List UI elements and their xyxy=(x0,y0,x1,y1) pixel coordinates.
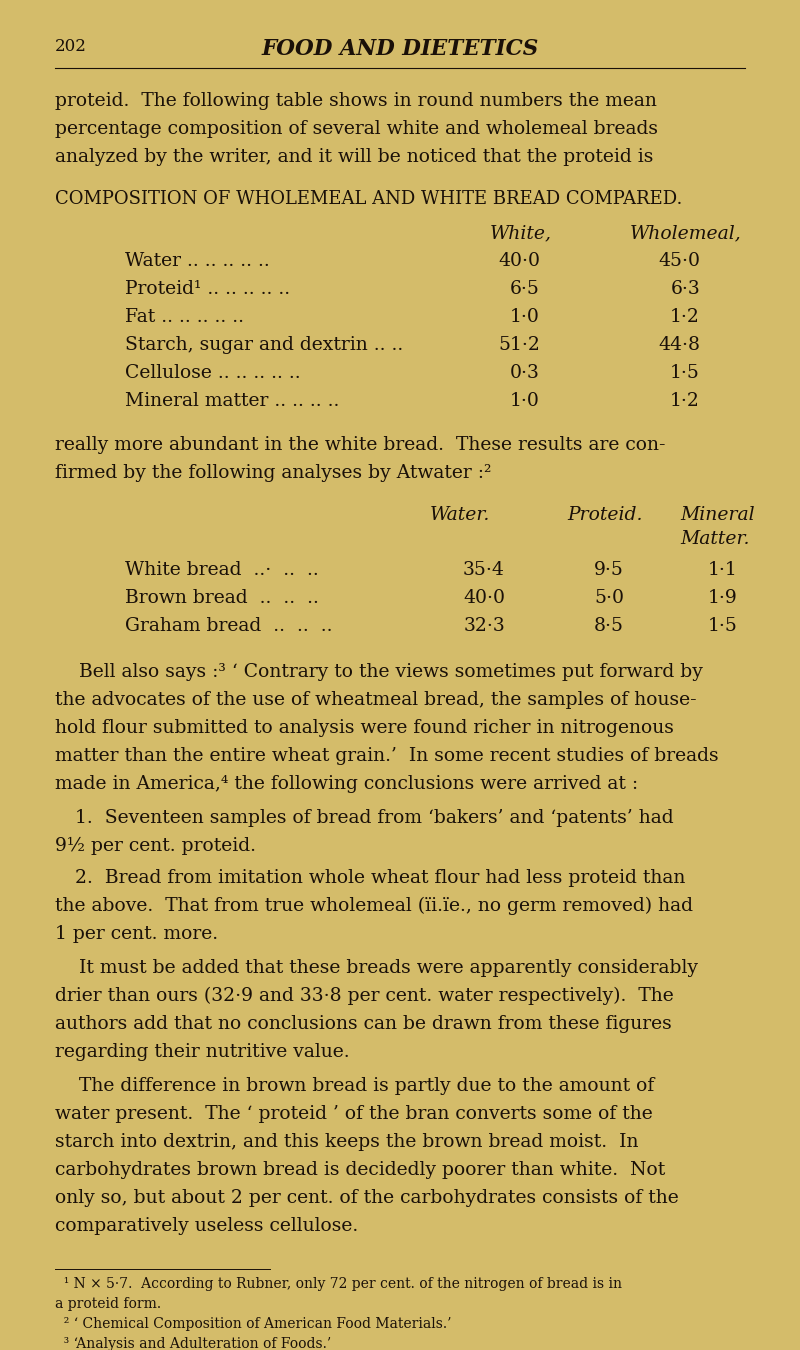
Text: 0·3: 0·3 xyxy=(510,364,540,382)
Text: the advocates of the use of wheatmeal bread, the samples of house-: the advocates of the use of wheatmeal br… xyxy=(55,691,697,709)
Text: Water .. .. .. .. ..: Water .. .. .. .. .. xyxy=(125,252,270,270)
Text: comparatively useless cellulose.: comparatively useless cellulose. xyxy=(55,1216,358,1235)
Text: ³ ‘Analysis and Adulteration of Foods.’: ³ ‘Analysis and Adulteration of Foods.’ xyxy=(55,1336,331,1350)
Text: Proteid.: Proteid. xyxy=(567,506,642,524)
Text: carbohydrates brown bread is decidedly poorer than white.  Not: carbohydrates brown bread is decidedly p… xyxy=(55,1161,666,1179)
Text: 1·5: 1·5 xyxy=(708,617,738,634)
Text: proteid.  The following table shows in round numbers the mean: proteid. The following table shows in ro… xyxy=(55,92,657,109)
Text: Wholemeal,: Wholemeal, xyxy=(630,224,742,242)
Text: 1·2: 1·2 xyxy=(670,308,700,325)
Text: 40·0: 40·0 xyxy=(498,252,540,270)
Text: Graham bread  ..  ..  ..: Graham bread .. .. .. xyxy=(125,617,333,634)
Text: 45·0: 45·0 xyxy=(658,252,700,270)
Text: 9½ per cent. proteid.: 9½ per cent. proteid. xyxy=(55,837,256,855)
Text: Matter.: Matter. xyxy=(680,529,750,548)
Text: 6·5: 6·5 xyxy=(510,279,540,298)
Text: analyzed by the writer, and it will be noticed that the proteid is: analyzed by the writer, and it will be n… xyxy=(55,148,654,166)
Text: hold flour submitted to analysis were found richer in nitrogenous: hold flour submitted to analysis were fo… xyxy=(55,718,674,737)
Text: only so, but about 2 per cent. of the carbohydrates consists of the: only so, but about 2 per cent. of the ca… xyxy=(55,1188,678,1207)
Text: water present.  The ‘ proteid ’ of the bran converts some of the: water present. The ‘ proteid ’ of the br… xyxy=(55,1104,653,1123)
Text: 9·5: 9·5 xyxy=(594,560,624,579)
Text: COMPOSITION OF WHOLEMEAL AND WHITE BREAD COMPARED.: COMPOSITION OF WHOLEMEAL AND WHITE BREAD… xyxy=(55,190,682,208)
Text: Cellulose .. .. .. .. ..: Cellulose .. .. .. .. .. xyxy=(125,364,301,382)
Text: 202: 202 xyxy=(55,38,87,55)
Text: 35·4: 35·4 xyxy=(463,560,505,579)
Text: 1·9: 1·9 xyxy=(708,589,738,606)
Text: 2.  Bread from imitation whole wheat flour had less proteid than: 2. Bread from imitation whole wheat flou… xyxy=(75,868,686,887)
Text: really more abundant in the white bread.  These results are con-: really more abundant in the white bread.… xyxy=(55,436,666,454)
Text: 51·2: 51·2 xyxy=(498,336,540,354)
Text: Bell also says :³ ‘ Contrary to the views sometimes put forward by: Bell also says :³ ‘ Contrary to the view… xyxy=(55,663,703,680)
Text: percentage composition of several white and wholemeal breads: percentage composition of several white … xyxy=(55,120,658,138)
Text: 44·8: 44·8 xyxy=(658,336,700,354)
Text: 1 per cent. more.: 1 per cent. more. xyxy=(55,925,218,942)
Text: Brown bread  ..  ..  ..: Brown bread .. .. .. xyxy=(125,589,319,606)
Text: The difference in brown bread is partly due to the amount of: The difference in brown bread is partly … xyxy=(55,1076,654,1095)
Text: regarding their nutritive value.: regarding their nutritive value. xyxy=(55,1042,350,1061)
Text: 1·2: 1·2 xyxy=(670,392,700,410)
Text: a proteid form.: a proteid form. xyxy=(55,1296,161,1311)
Text: Water.: Water. xyxy=(430,506,490,524)
Text: 1·5: 1·5 xyxy=(670,364,700,382)
Text: 5·0: 5·0 xyxy=(594,589,624,606)
Text: 1·0: 1·0 xyxy=(510,308,540,325)
Text: 1.  Seventeen samples of bread from ‘bakers’ and ‘patents’ had: 1. Seventeen samples of bread from ‘bake… xyxy=(75,809,674,826)
Text: 1·0: 1·0 xyxy=(510,392,540,410)
Text: drier than ours (32·9 and 33·8 per cent. water respectively).  The: drier than ours (32·9 and 33·8 per cent.… xyxy=(55,987,674,1004)
Text: Starch, sugar and dextrin .. ..: Starch, sugar and dextrin .. .. xyxy=(125,336,403,354)
Text: firmed by the following analyses by Atwater :²: firmed by the following analyses by Atwa… xyxy=(55,464,491,482)
Text: White bread  ..·  ..  ..: White bread ..· .. .. xyxy=(125,560,318,579)
Text: starch into dextrin, and this keeps the brown bread moist.  In: starch into dextrin, and this keeps the … xyxy=(55,1133,638,1150)
Text: It must be added that these breads were apparently considerably: It must be added that these breads were … xyxy=(55,958,698,976)
Text: FOOD AND DIETETICS: FOOD AND DIETETICS xyxy=(262,38,538,59)
Text: 40·0: 40·0 xyxy=(463,589,505,606)
Text: 32·3: 32·3 xyxy=(463,617,505,634)
Text: 8·5: 8·5 xyxy=(594,617,624,634)
Text: White,: White, xyxy=(490,224,552,242)
Text: Mineral: Mineral xyxy=(680,506,754,524)
Text: the above.  That from true wholemeal (ïi.ïe., no germ removed) had: the above. That from true wholemeal (ïi.… xyxy=(55,896,693,915)
Text: Mineral matter .. .. .. ..: Mineral matter .. .. .. .. xyxy=(125,392,339,410)
Text: Fat .. .. .. .. ..: Fat .. .. .. .. .. xyxy=(125,308,244,325)
Text: 6·3: 6·3 xyxy=(670,279,700,298)
Text: Proteid¹ .. .. .. .. ..: Proteid¹ .. .. .. .. .. xyxy=(125,279,290,298)
Text: 1·1: 1·1 xyxy=(708,560,738,579)
Text: authors add that no conclusions can be drawn from these figures: authors add that no conclusions can be d… xyxy=(55,1015,672,1033)
Text: matter than the entire wheat grain.’  In some recent studies of breads: matter than the entire wheat grain.’ In … xyxy=(55,747,718,764)
Text: ² ‘ Chemical Composition of American Food Materials.’: ² ‘ Chemical Composition of American Foo… xyxy=(55,1316,451,1331)
Text: made in America,⁴ the following conclusions were arrived at :: made in America,⁴ the following conclusi… xyxy=(55,775,638,792)
Text: ¹ N × 5·7.  According to Rubner, only 72 per cent. of the nitrogen of bread is i: ¹ N × 5·7. According to Rubner, only 72 … xyxy=(55,1277,622,1291)
